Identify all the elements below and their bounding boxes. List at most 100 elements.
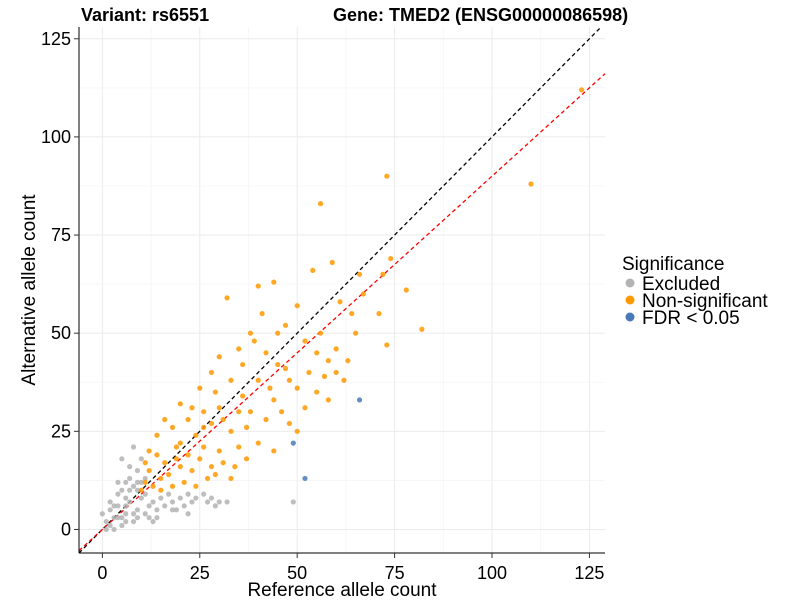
point-non-significant (267, 385, 273, 391)
point-excluded (154, 507, 160, 513)
point-excluded (115, 515, 121, 521)
point-excluded (138, 456, 144, 462)
point-excluded (134, 507, 141, 513)
point-non-significant (189, 405, 195, 411)
point-excluded (208, 495, 215, 501)
point-excluded (115, 491, 121, 497)
point-excluded (123, 511, 129, 517)
point-non-significant (341, 377, 347, 383)
point-excluded (130, 518, 137, 525)
point-non-significant (146, 448, 152, 454)
legend-label: Excluded (642, 274, 720, 295)
point-non-significant (302, 405, 308, 411)
point-fdr-0-05 (356, 397, 363, 403)
point-non-significant (216, 405, 222, 411)
point-excluded (138, 479, 144, 485)
title-variant: Variant: rs6551 (81, 5, 209, 25)
point-excluded (115, 479, 121, 485)
point-non-significant (243, 456, 250, 462)
point-excluded (150, 499, 156, 505)
point-excluded (111, 515, 117, 521)
point-non-significant (294, 303, 300, 309)
point-excluded (162, 503, 168, 509)
point-excluded (119, 456, 125, 462)
point-excluded (99, 511, 105, 517)
point-non-significant (208, 464, 215, 470)
x-tick-label: 125 (574, 563, 604, 583)
point-non-significant (294, 428, 300, 434)
point-non-significant (236, 346, 242, 352)
point-non-significant (419, 326, 425, 332)
point-excluded (123, 479, 129, 485)
point-non-significant (201, 444, 207, 450)
point-non-significant (255, 440, 261, 446)
point-excluded (123, 503, 129, 509)
point-non-significant (286, 420, 292, 427)
point-non-significant (185, 416, 191, 423)
point-non-significant (310, 267, 316, 273)
point-non-significant (329, 259, 335, 266)
point-non-significant (349, 310, 355, 317)
legend-key (625, 295, 635, 305)
point-non-significant (236, 409, 242, 415)
legend-key (625, 278, 635, 288)
legend-label: Non-significant (642, 291, 768, 312)
point-non-significant (193, 483, 199, 489)
x-tick-label: 0 (97, 563, 107, 583)
x-axis-label: Reference allele count (247, 580, 437, 600)
point-non-significant (220, 460, 226, 466)
point-excluded (169, 507, 176, 513)
point-non-significant (236, 444, 242, 450)
point-excluded (216, 499, 222, 505)
y-tick-label: 100 (41, 127, 71, 147)
point-non-significant (360, 291, 367, 297)
point-non-significant (255, 377, 261, 383)
point-non-significant (275, 361, 281, 368)
point-excluded (127, 499, 133, 505)
x-tick-label: 100 (477, 563, 507, 583)
point-excluded (127, 487, 133, 493)
point-excluded (134, 479, 141, 485)
point-non-significant (321, 373, 328, 379)
reference-line-fit (78, 73, 606, 552)
point-non-significant (158, 487, 164, 493)
point-non-significant (177, 464, 183, 470)
point-excluded (107, 522, 113, 529)
point-excluded (185, 511, 191, 517)
point-excluded (142, 491, 148, 497)
legend: Significance ExcludedNon-significantFDR … (622, 254, 768, 329)
point-non-significant (154, 432, 160, 438)
point-non-significant (240, 361, 246, 368)
point-non-significant (158, 475, 164, 482)
point-non-significant (243, 424, 250, 430)
point-excluded (127, 464, 133, 470)
point-non-significant (282, 365, 289, 372)
point-non-significant (208, 369, 215, 376)
point-non-significant (255, 283, 261, 289)
point-non-significant (325, 358, 331, 364)
point-non-significant (154, 452, 160, 458)
point-excluded (119, 522, 125, 529)
point-non-significant (314, 389, 320, 395)
point-excluded (204, 499, 211, 505)
point-non-significant (169, 424, 176, 430)
point-non-significant (201, 409, 207, 415)
point-non-significant (228, 475, 234, 482)
point-non-significant (162, 460, 168, 466)
point-excluded (127, 475, 133, 482)
point-non-significant (247, 330, 254, 336)
point-excluded (134, 467, 141, 474)
point-excluded (103, 526, 109, 533)
point-excluded (150, 518, 156, 525)
axis-ticks: 0 25 50 75 100 125 0 25 50 75 100 125 (41, 29, 604, 583)
point-excluded (212, 503, 218, 509)
point-non-significant (216, 448, 222, 454)
point-non-significant (169, 483, 176, 489)
point-excluded (119, 515, 125, 521)
point-non-significant (294, 385, 300, 391)
point-non-significant (232, 464, 238, 470)
point-non-significant (356, 271, 363, 277)
point-non-significant (403, 287, 409, 293)
point-non-significant (388, 255, 394, 262)
